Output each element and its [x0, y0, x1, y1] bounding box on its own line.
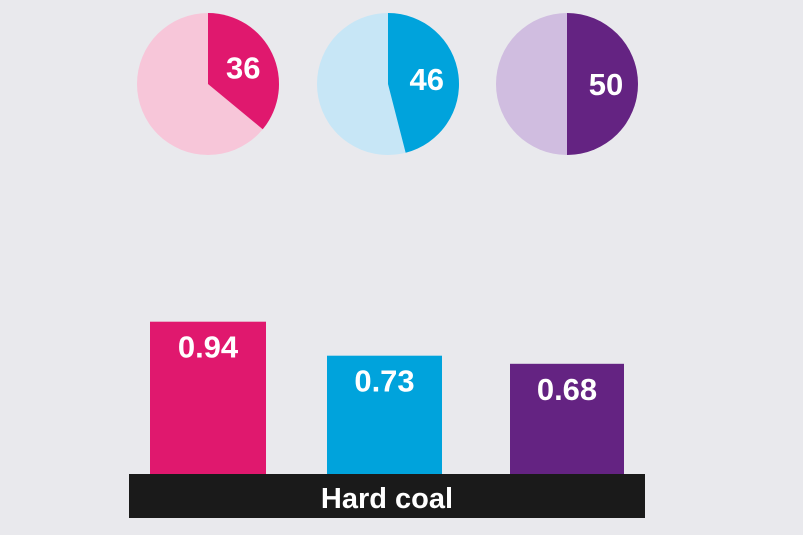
pie-charts-group: 36 46 50 [137, 12, 638, 155]
pie-value-slice [567, 13, 638, 155]
pie-value-label: 46 [409, 62, 443, 97]
bar-chart-group: 0.94 0.73 0.68 [150, 321, 624, 474]
pie-value-slice [388, 13, 460, 153]
bar [150, 321, 266, 474]
category-label: Hard coal [321, 483, 453, 515]
bar-value-label: 0.94 [178, 330, 239, 365]
pie-value-slice [208, 12, 280, 130]
pie-chart: 46 [317, 13, 460, 155]
pie-value-label: 50 [589, 67, 623, 102]
bar-value-label: 0.68 [537, 372, 597, 407]
bar-value-label: 0.73 [354, 364, 414, 399]
category-band [129, 474, 645, 518]
pie-chart: 50 [496, 13, 638, 155]
pie-value-label: 36 [226, 50, 260, 85]
bar [510, 363, 624, 474]
bar [327, 355, 442, 474]
pie-chart: 36 [137, 12, 280, 155]
